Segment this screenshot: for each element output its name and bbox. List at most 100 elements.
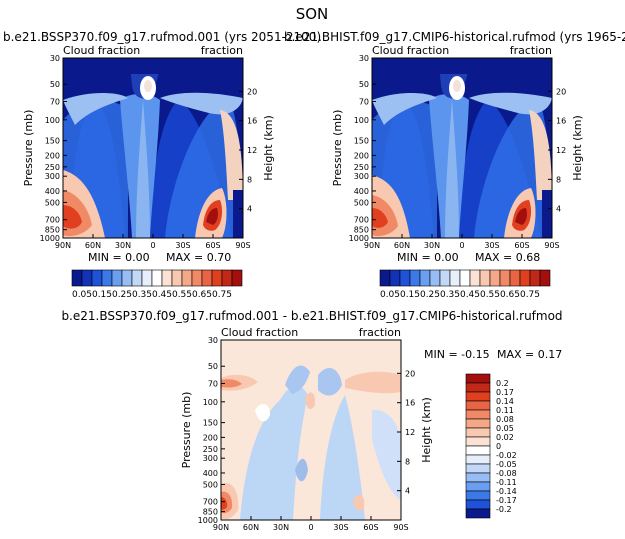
panel-historical-xtick-label: 90S (544, 241, 559, 250)
panel-difference-ytick-label: 200 (203, 433, 218, 442)
colorbar-future-swatch (181, 269, 193, 287)
colorbar-difference-swatch (465, 418, 491, 429)
colorbar-historical-swatch (439, 269, 451, 287)
panel-historical-y2label: Height (km) (571, 115, 584, 181)
panel-historical-axes: Pressure (mb) Height (km) MIN = 0.00 MAX… (331, 110, 584, 264)
panel-difference-ytick-label: 500 (203, 480, 218, 489)
panel-difference-ytick-label: 70 (208, 379, 218, 388)
panel-historical-ytick-label: 100 (354, 116, 369, 125)
colorbar-historical-swatch (469, 269, 481, 287)
colorbar-future-label: 0.65 (192, 290, 212, 300)
colorbar-difference-swatch (465, 391, 491, 402)
panel-historical-ytick-label: 50 (359, 80, 369, 89)
colorbar-historical-label: 0.65 (500, 290, 520, 300)
panel-future-field (63, 58, 243, 238)
colorbar-future-label: 0.25 (112, 290, 132, 300)
panel-future-ytick-label: 850 (45, 226, 60, 235)
panel-future-ytick-label: 200 (45, 151, 60, 160)
panel-future-y2tick-label: 16 (247, 117, 257, 126)
panel-historical-y2tick-label: 20 (556, 87, 566, 96)
colorbar-difference-label: -0.14 (496, 487, 517, 496)
panel-historical-ytick-label: 300 (354, 172, 369, 181)
panel-future-left-label: Cloud fraction (63, 44, 140, 57)
colorbar-future-swatch (151, 269, 163, 287)
panel-difference-y2tick-label: 8 (405, 457, 410, 466)
colorbar-difference-swatch (465, 499, 491, 510)
colorbar-historical-swatch (389, 269, 401, 287)
panel-difference-y2tick-label: 16 (405, 399, 415, 408)
colorbar-future-swatch (211, 269, 223, 287)
panel-future-xtick-label: 0 (150, 241, 155, 250)
panel-future-ytick-label: 150 (45, 137, 60, 146)
panel-historical-xtick-label: 30N (424, 241, 440, 250)
panel-future-xtick-label: 90N (55, 241, 71, 250)
colorbar-difference-label: 0.17 (496, 388, 514, 397)
panel-historical-ytick-label: 400 (354, 187, 369, 196)
colorbar-historical-swatch (449, 269, 461, 287)
colorbar-historical-label: 0.55 (480, 290, 500, 300)
colorbar-difference-label: -0.08 (496, 469, 517, 478)
panel-historical-field (372, 58, 552, 238)
panel-future-title: b.e21.BSSP370.f09_g17.rufmod.001 (yrs 20… (3, 30, 321, 44)
panel-future-max: MAX = 0.70 (166, 251, 231, 264)
colorbar-difference-swatch (465, 472, 491, 483)
panel-future: b.e21.BSSP370.f09_g17.rufmod.001 (yrs 20… (3, 30, 321, 264)
panel-difference-ytick-label: 400 (203, 469, 218, 478)
panel-difference-ytick-label: 30 (208, 336, 218, 345)
colorbar-future-label: 0.15 (92, 290, 112, 300)
colorbar-future-label: 0.45 (152, 290, 172, 300)
colorbar-historical-swatch (519, 269, 531, 287)
panel-historical-ytick-label: 150 (354, 137, 369, 146)
panel-future-xtick-label: 30S (175, 241, 190, 250)
colorbar-difference-swatch (465, 481, 491, 492)
panel-historical-y2tick-label: 4 (556, 205, 561, 214)
colorbar-difference-label: -0.02 (496, 451, 517, 460)
colorbar-future-swatch (121, 269, 133, 287)
colorbar-future-label: 0.35 (132, 290, 152, 300)
panel-difference-xtick-label: 90S (393, 523, 408, 532)
panel-future-ytick-label: 700 (45, 216, 60, 225)
panel-future-ytick-label: 250 (45, 163, 60, 172)
panel-difference-ytick-label: 300 (203, 454, 218, 463)
panel-difference-xtick-label: 90N (213, 523, 229, 532)
panel-difference-max: MAX = 0.17 (497, 348, 562, 361)
colorbar-historical-swatch (539, 269, 551, 287)
panel-difference-y2tick-label: 20 (405, 369, 415, 378)
panel-difference-xtick-label: 0 (308, 523, 313, 532)
colorbar-historical-label: 0.75 (520, 290, 540, 300)
panel-future-axes: Pressure (mb) Height (km) MIN = 0.00 MAX… (22, 110, 275, 264)
panel-difference-xtick-label: 30N (273, 523, 289, 532)
colorbar-historical-swatch (489, 269, 501, 287)
colorbar-historical-swatch (509, 269, 521, 287)
colorbar-difference-label: 0.2 (496, 379, 509, 388)
panel-historical-ytick-label: 700 (354, 216, 369, 225)
panel-future-ytick-label: 1000 (40, 234, 60, 243)
panel-historical-xtick-label: 30S (484, 241, 499, 250)
colorbar-difference-label: -0.11 (496, 478, 517, 487)
panel-difference-left-label: Cloud fraction (221, 326, 298, 339)
panel-historical-xtick-label: 60S (514, 241, 529, 250)
panel-difference-ytick-label: 150 (203, 419, 218, 428)
colorbar-difference-label: -0.2 (496, 505, 512, 514)
colorbar-historical-label: 0.25 (420, 290, 440, 300)
panel-historical: b.e21.BHIST.f09_g17.CMIP6-historical.ruf… (284, 30, 625, 264)
panel-future-ylabel: Pressure (mb) (22, 110, 35, 187)
colorbar-difference-label: 0.05 (496, 424, 514, 433)
colorbar-difference-label: 0.02 (496, 433, 514, 442)
colorbar-future-swatch (111, 269, 123, 287)
colorbar-historical-swatch (529, 269, 541, 287)
colorbar-historical-label: 0.05 (380, 290, 400, 300)
panel-difference-y2tick-label: 4 (405, 487, 410, 496)
colorbar-difference-label: 0 (496, 442, 501, 451)
panel-future-y2tick-label: 20 (247, 87, 257, 96)
panel-historical-max: MAX = 0.68 (475, 251, 540, 264)
colorbar-future-label: 0.75 (212, 290, 232, 300)
colorbar-difference-swatch (465, 400, 491, 411)
panel-future-ytick-label: 100 (45, 116, 60, 125)
panel-future-xtick-label: 60N (85, 241, 101, 250)
panel-difference-ytick-label: 250 (203, 445, 218, 454)
panel-difference-xtick-label: 60S (363, 523, 378, 532)
colorbar-difference-label: -0.05 (496, 460, 517, 469)
panel-future-xtick-label: 60S (205, 241, 220, 250)
